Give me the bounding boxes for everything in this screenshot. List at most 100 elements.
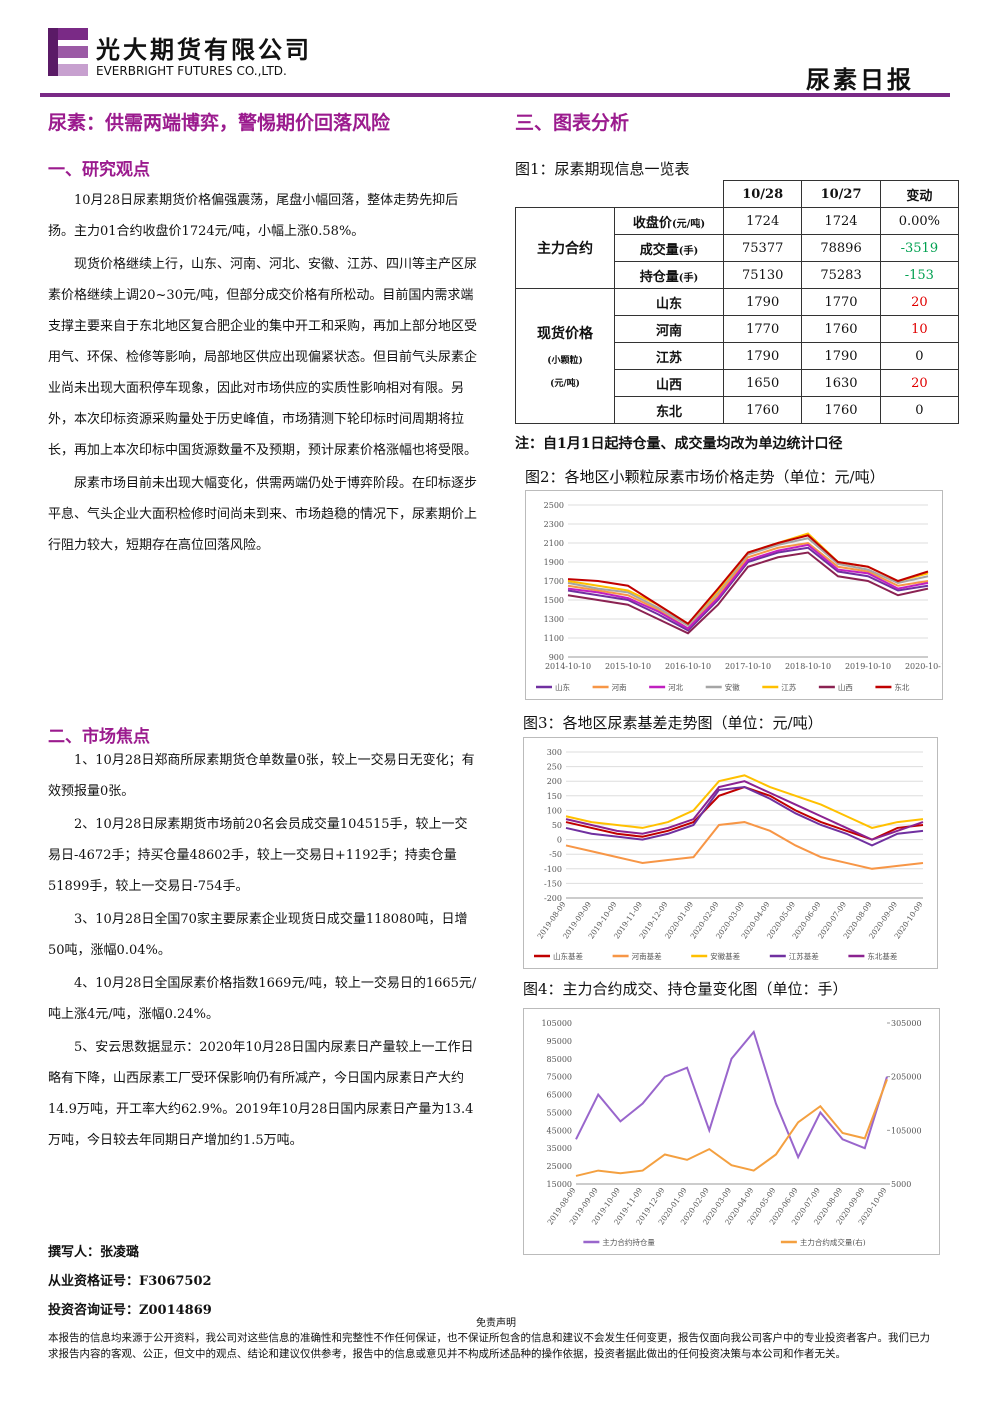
cell-value: 1790 bbox=[801, 342, 881, 370]
cell-value: 1760 bbox=[801, 315, 881, 343]
table-row: 主力合约 收盘价(元/吨) 1724 1724 0.00% bbox=[515, 207, 960, 289]
row-name: 持仓量(手) bbox=[614, 261, 724, 289]
cell-value: 1790 bbox=[722, 288, 803, 316]
row-label: 江苏 bbox=[655, 350, 682, 366]
chart: 15000 25000 35000 45000 55000 65000 75000 85000… bbox=[523, 1008, 940, 1255]
legend-label: 安徽 bbox=[725, 682, 740, 692]
y-tick-label: 2500 bbox=[544, 501, 564, 510]
footer-title: 免责声明 bbox=[476, 1318, 516, 1329]
row-name: 成交量(手) bbox=[614, 234, 724, 262]
y-tick-label: 1100 bbox=[544, 634, 564, 643]
legend-label: 东北 bbox=[894, 682, 909, 692]
authors: 撰写人：张凌璐从业资格证号：F3067502 投资咨询证号：Z0014869 bbox=[48, 1238, 212, 1325]
legend-label: 江苏 bbox=[781, 682, 796, 692]
y2-tick-label: 305000 bbox=[891, 1019, 922, 1028]
table-note: 注：自1月1日起持仓量、成交量均改为单边统计口径 bbox=[515, 436, 843, 452]
y-tick-label: 0 bbox=[557, 836, 562, 845]
row-name: 河南 bbox=[614, 315, 724, 343]
table-caption: 图1：尿素期现信息一览表 bbox=[515, 160, 690, 178]
cell-change: -3519 bbox=[879, 234, 960, 262]
paragraph: 5、安云思数据显示：2020年10月28日国内尿素日产量较上一工作日略有下降，山… bbox=[48, 1040, 474, 1148]
cell-value: 75283 bbox=[801, 261, 881, 289]
cell-change: 20 bbox=[879, 288, 960, 316]
series-line bbox=[567, 537, 929, 627]
row-label: 河南 bbox=[655, 323, 682, 339]
group-label: 现货价格 (小颗粒) (元/吨) bbox=[515, 288, 615, 424]
header-rule bbox=[40, 93, 950, 97]
figure-caption: 图2：各地区小颗粒尿素市场价格走势（单位：元/吨） bbox=[525, 468, 885, 486]
y-tick-label: 100 bbox=[547, 806, 562, 815]
company-cn: 光大期货有限公司 bbox=[96, 35, 312, 64]
corner bbox=[515, 180, 724, 208]
section-title: 三、图表分析 bbox=[515, 112, 630, 134]
legend-label: 山东 bbox=[555, 682, 570, 692]
cell-change: 0.00% bbox=[879, 207, 960, 235]
x-tick-label: 2020-10-10 bbox=[905, 662, 943, 671]
row-label: 山东 bbox=[655, 296, 682, 312]
legend-label: 山东基差 bbox=[553, 951, 583, 961]
row-unit: (手) bbox=[678, 245, 699, 257]
y-tick-label: 105000 bbox=[541, 1019, 572, 1028]
paragraph: 1、10月28日郑商所尿素期货仓单数量0张，较上一交易日无变化；有效预报量0张。 bbox=[48, 753, 475, 799]
group-name: 主力合约 bbox=[537, 241, 593, 257]
author-line: 投资咨询证号：Z0014869 bbox=[48, 1303, 212, 1318]
report-name: 尿素日报 bbox=[806, 65, 914, 94]
logo bbox=[48, 28, 88, 76]
y-tick-label: 2300 bbox=[544, 520, 564, 529]
series-line bbox=[565, 774, 924, 829]
cell-change: 0 bbox=[879, 342, 960, 370]
legend-label: 江苏基差 bbox=[789, 951, 819, 961]
cell-value: 1760 bbox=[722, 396, 803, 424]
cell-value: 1650 bbox=[722, 369, 803, 397]
section-heading: 一、研究观点 bbox=[48, 160, 150, 180]
paragraph: 尿素市场目前未出现大幅变化，供需两端仍处于博弈阶段。在印标逐步平息、气头企业大面… bbox=[48, 476, 478, 553]
author-line: 从业资格证号：F3067502 bbox=[48, 1274, 212, 1289]
author-line: 撰写人：张凌璐 bbox=[48, 1245, 140, 1260]
row-name: 山东 bbox=[614, 288, 724, 316]
cell-value: 78896 bbox=[801, 234, 881, 262]
y-tick-label: 50 bbox=[552, 821, 562, 830]
cell-value: 1724 bbox=[722, 207, 803, 235]
title: 尿素：供需两端博弈，警惕期价回落风险 bbox=[48, 112, 391, 134]
legend-label: 河南基差 bbox=[632, 951, 662, 961]
y-tick-label: 1900 bbox=[544, 558, 564, 567]
table-row: 东北 1760 1760 0 bbox=[516, 396, 960, 424]
y2-tick-label: 5000 bbox=[891, 1180, 911, 1189]
legend-label: 河南 bbox=[612, 682, 627, 692]
y-tick-label: 900 bbox=[549, 653, 564, 662]
legend-label: 东北基差 bbox=[867, 951, 897, 961]
row-name: 收盘价(元/吨) bbox=[614, 207, 724, 235]
legend-label: 山西 bbox=[838, 682, 853, 692]
row-label: 收盘价 bbox=[632, 215, 672, 231]
x-tick-label: 2016-10-10 bbox=[665, 662, 711, 671]
table-row: 持仓量(手) 75130 75283 -153 bbox=[516, 261, 960, 289]
figure-caption: 图4：主力合约成交、持仓量变化图（单位：手） bbox=[523, 980, 848, 998]
legend-label: 河北 bbox=[668, 683, 684, 692]
y-tick-label: 85000 bbox=[547, 1055, 572, 1064]
y-tick-label: 25000 bbox=[547, 1162, 572, 1171]
series-line bbox=[575, 1078, 888, 1177]
row-unit: (手) bbox=[678, 272, 699, 284]
cell-change: 10 bbox=[879, 315, 960, 343]
series-line bbox=[567, 543, 929, 630]
cell-value: 75377 bbox=[722, 234, 803, 262]
paragraph: 4、10月28日全国尿素价格指数1669元/吨，较上一交易日的1665元/吨上涨… bbox=[48, 976, 477, 1022]
section-body: 1、10月28日郑商所尿素期货仓单数量0张，较上一交易日无变化；有效预报量0张。… bbox=[48, 745, 480, 1158]
cell-value: 1630 bbox=[801, 369, 881, 397]
row-label: 成交量 bbox=[639, 242, 679, 258]
row-name: 东北 bbox=[614, 396, 724, 424]
y-tick-label: 1500 bbox=[544, 596, 564, 605]
data-table: 10/28 10/27 变动 主力合约 收盘价(元/吨) 1724 1724 0.00% 成交量… bbox=[515, 180, 960, 424]
chart: -200-150-100-500501001502002503002019-08… bbox=[523, 737, 938, 969]
table-header: 10/28 10/27 变动 bbox=[515, 180, 960, 208]
y-tick-label: -200 bbox=[544, 894, 562, 903]
series-line bbox=[567, 534, 929, 626]
column-header: 变动 bbox=[879, 180, 960, 208]
series-line bbox=[575, 1029, 888, 1160]
y-tick-label: 200 bbox=[547, 777, 562, 786]
legend-label: 安徽基差 bbox=[710, 951, 740, 961]
figure-caption: 图3：各地区尿素基差走势图（单位：元/吨） bbox=[523, 714, 823, 732]
row-unit: (元/吨) bbox=[671, 218, 706, 230]
y-tick-label: 15000 bbox=[547, 1180, 572, 1189]
